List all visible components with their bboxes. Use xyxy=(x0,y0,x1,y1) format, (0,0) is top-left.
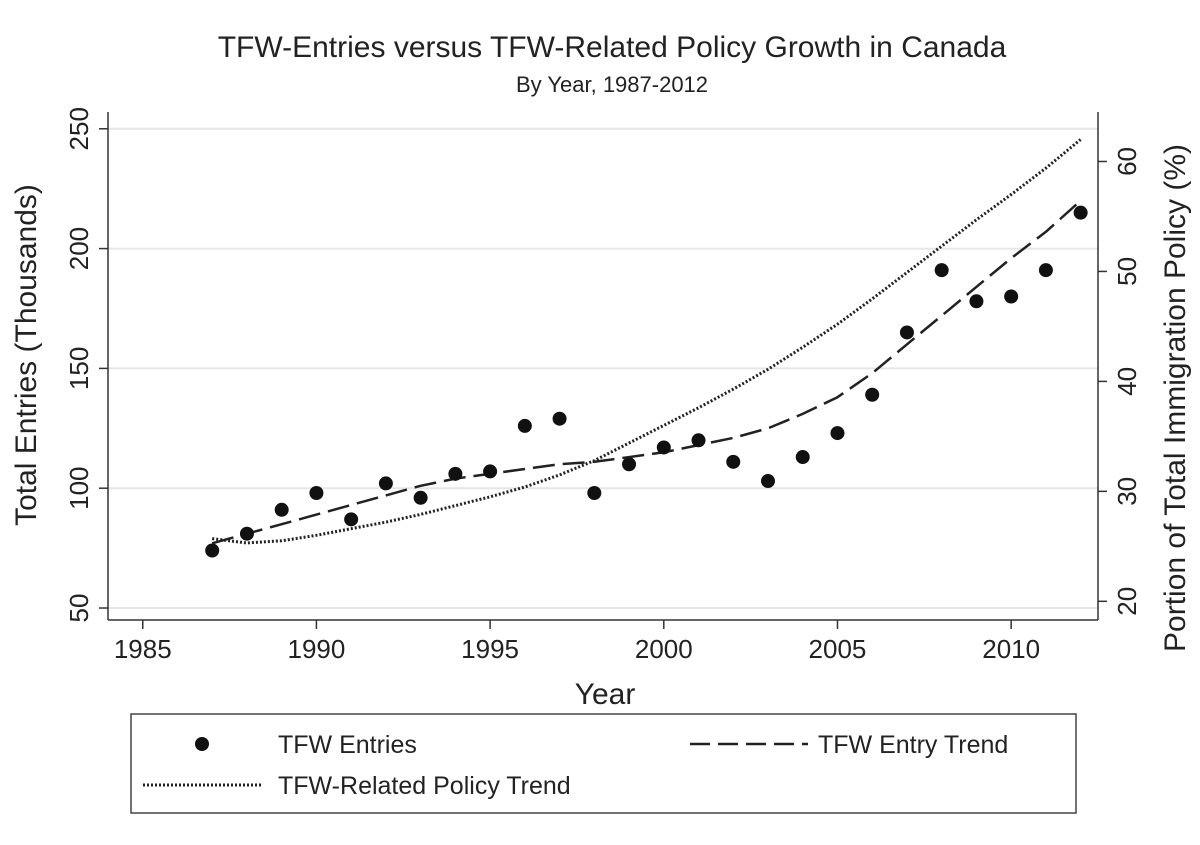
plot-marks xyxy=(205,138,1088,558)
data-point-tfw-entries xyxy=(691,433,706,448)
axes: 1985 1990 1995 2000 2005 2010 50 100 150 200 250 20… xyxy=(64,107,1142,664)
data-point-tfw-entries xyxy=(552,411,567,426)
x-tick-label: 1990 xyxy=(287,634,345,664)
y-tick-label-left: 150 xyxy=(64,347,94,390)
data-point-tfw-entries xyxy=(865,387,880,402)
policy-trend-line xyxy=(212,138,1082,545)
entry-trend-line xyxy=(211,199,1082,545)
chart-subtitle: By Year, 1987-2012 xyxy=(516,72,708,97)
data-point-tfw-entries xyxy=(378,476,393,491)
x-tick-label: 2000 xyxy=(635,634,693,664)
x-axis-title: Year xyxy=(575,678,636,711)
data-point-tfw-entries xyxy=(1073,205,1088,220)
data-point-tfw-entries xyxy=(656,440,671,455)
legend-label-entries: TFW Entries xyxy=(278,731,417,759)
data-point-tfw-entries xyxy=(239,526,254,541)
x-tick-label: 1985 xyxy=(114,634,172,664)
legend-label-policy-trend: TFW-Related Policy Trend xyxy=(278,772,571,800)
data-point-tfw-entries xyxy=(413,490,428,505)
data-point-tfw-entries xyxy=(274,502,289,517)
x-tick-label: 1995 xyxy=(461,634,519,664)
chart-title: TFW-Entries versus TFW-Related Policy Gr… xyxy=(218,31,1007,64)
x-tick-label: 2005 xyxy=(809,634,867,664)
data-point-tfw-entries xyxy=(587,486,602,500)
y-tick-label-right: 30 xyxy=(1112,477,1142,506)
gridlines xyxy=(108,127,1098,610)
data-point-tfw-entries xyxy=(830,426,845,441)
y-tick-label-right: 40 xyxy=(1112,367,1142,396)
y-axis-title-left: Total Entries (Thousands) xyxy=(10,184,43,526)
y-axis-title-right: Portion of Total Immigration Policy (%) xyxy=(1159,144,1192,652)
data-point-tfw-entries xyxy=(1038,263,1053,278)
data-point-tfw-entries xyxy=(517,418,532,433)
y-tick-label-right: 60 xyxy=(1112,147,1142,176)
data-point-tfw-entries xyxy=(483,464,498,479)
legend-marker-entries xyxy=(195,737,209,751)
data-point-tfw-entries xyxy=(795,450,810,465)
legend: TFW Entries TFW Entry Trend TFW-Related … xyxy=(130,713,1077,814)
data-point-tfw-entries xyxy=(899,325,914,340)
data-point-tfw-entries xyxy=(622,457,637,472)
data-point-tfw-entries xyxy=(761,474,775,489)
y-tick-label-right: 20 xyxy=(1112,587,1142,616)
x-tick-label: 2010 xyxy=(982,634,1040,664)
y-tick-label-left: 100 xyxy=(64,467,94,510)
data-point-tfw-entries xyxy=(448,466,463,481)
y-tick-label-left: 200 xyxy=(64,227,94,270)
y-tick-label-right: 50 xyxy=(1112,257,1142,286)
legend-box xyxy=(130,713,1077,814)
data-point-tfw-entries xyxy=(969,294,984,309)
data-point-tfw-entries xyxy=(934,263,949,278)
y-tick-label-left: 50 xyxy=(64,594,94,623)
data-point-tfw-entries xyxy=(1004,289,1019,304)
data-point-tfw-entries xyxy=(205,543,220,558)
data-point-tfw-entries xyxy=(344,512,359,527)
data-point-tfw-entries xyxy=(726,454,741,469)
legend-label-entry-trend: TFW Entry Trend xyxy=(818,731,1008,759)
y-tick-label-left: 250 xyxy=(64,107,94,150)
data-point-tfw-entries xyxy=(309,486,324,500)
